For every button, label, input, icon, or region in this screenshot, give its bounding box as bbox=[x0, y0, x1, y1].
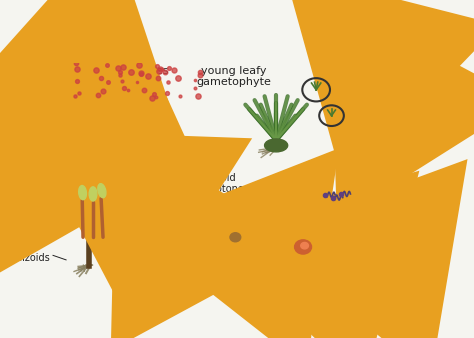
Polygon shape bbox=[89, 228, 112, 242]
Polygon shape bbox=[89, 210, 116, 233]
Polygon shape bbox=[89, 232, 118, 240]
Polygon shape bbox=[89, 227, 141, 239]
Polygon shape bbox=[89, 226, 116, 242]
Text: leaves: leaves bbox=[12, 230, 44, 240]
Polygon shape bbox=[89, 231, 133, 252]
Ellipse shape bbox=[138, 82, 149, 94]
Text: protonema: protonema bbox=[206, 184, 259, 194]
Polygon shape bbox=[89, 233, 116, 255]
Text: egg: egg bbox=[333, 230, 351, 240]
Ellipse shape bbox=[221, 211, 250, 257]
Polygon shape bbox=[89, 210, 133, 231]
Polygon shape bbox=[89, 230, 124, 240]
Polygon shape bbox=[89, 207, 109, 235]
Ellipse shape bbox=[131, 81, 139, 94]
Polygon shape bbox=[89, 227, 133, 238]
Text: calyptra: calyptra bbox=[12, 127, 52, 137]
Polygon shape bbox=[89, 236, 128, 242]
Polygon shape bbox=[89, 206, 121, 233]
Text: enlarging
archegonium: enlarging archegonium bbox=[88, 210, 152, 232]
Polygon shape bbox=[89, 240, 118, 249]
Polygon shape bbox=[89, 235, 106, 259]
Text: sperm: sperm bbox=[337, 188, 373, 197]
Ellipse shape bbox=[131, 91, 139, 104]
FancyBboxPatch shape bbox=[122, 97, 148, 115]
Polygon shape bbox=[89, 235, 109, 263]
Circle shape bbox=[301, 242, 309, 249]
Polygon shape bbox=[89, 224, 139, 232]
Ellipse shape bbox=[98, 184, 106, 198]
Text: sporophyte: sporophyte bbox=[137, 197, 200, 207]
Ellipse shape bbox=[37, 105, 54, 141]
Text: archegonium: archegonium bbox=[271, 262, 335, 272]
Ellipse shape bbox=[115, 87, 129, 94]
Ellipse shape bbox=[264, 139, 288, 152]
Text: rhizoids: rhizoids bbox=[12, 254, 50, 263]
Polygon shape bbox=[89, 225, 132, 230]
Polygon shape bbox=[89, 231, 131, 238]
Polygon shape bbox=[89, 237, 125, 243]
Ellipse shape bbox=[122, 91, 133, 102]
Circle shape bbox=[230, 233, 241, 242]
Ellipse shape bbox=[122, 82, 133, 94]
Text: young leafy
gametophyte: young leafy gametophyte bbox=[196, 66, 271, 88]
Text: seta: seta bbox=[105, 200, 126, 210]
Polygon shape bbox=[89, 231, 126, 249]
Polygon shape bbox=[89, 216, 141, 227]
Ellipse shape bbox=[255, 183, 316, 208]
Polygon shape bbox=[89, 233, 121, 259]
Polygon shape bbox=[89, 237, 122, 241]
Polygon shape bbox=[89, 212, 106, 235]
Polygon shape bbox=[89, 242, 116, 257]
FancyBboxPatch shape bbox=[295, 215, 311, 248]
Text: spores: spores bbox=[132, 66, 169, 76]
Ellipse shape bbox=[138, 91, 149, 102]
Text: germinating
spore: germinating spore bbox=[106, 176, 165, 197]
Text: rhizoid: rhizoid bbox=[203, 173, 236, 183]
Polygon shape bbox=[89, 242, 112, 255]
Ellipse shape bbox=[115, 94, 155, 132]
Ellipse shape bbox=[141, 90, 156, 98]
Circle shape bbox=[295, 240, 311, 254]
Ellipse shape bbox=[283, 228, 323, 263]
Ellipse shape bbox=[79, 186, 86, 200]
Ellipse shape bbox=[155, 191, 178, 236]
Text: zygote: zygote bbox=[219, 260, 252, 270]
Polygon shape bbox=[89, 218, 133, 227]
Ellipse shape bbox=[141, 87, 156, 94]
Ellipse shape bbox=[89, 187, 97, 201]
Ellipse shape bbox=[172, 194, 196, 246]
Ellipse shape bbox=[55, 133, 67, 141]
Text: © 2015 Encyclopædia Britannica, Inc.: © 2015 Encyclopædia Britannica, Inc. bbox=[228, 271, 361, 278]
Text: capsule: capsule bbox=[105, 191, 142, 201]
Ellipse shape bbox=[115, 90, 129, 98]
Polygon shape bbox=[89, 237, 131, 244]
Polygon shape bbox=[89, 232, 125, 237]
Text: antheridium: antheridium bbox=[248, 205, 308, 215]
Polygon shape bbox=[89, 240, 124, 251]
Ellipse shape bbox=[146, 142, 163, 152]
Text: operculum: operculum bbox=[12, 119, 64, 129]
Ellipse shape bbox=[253, 181, 318, 209]
Polygon shape bbox=[89, 213, 126, 231]
Ellipse shape bbox=[53, 116, 68, 147]
